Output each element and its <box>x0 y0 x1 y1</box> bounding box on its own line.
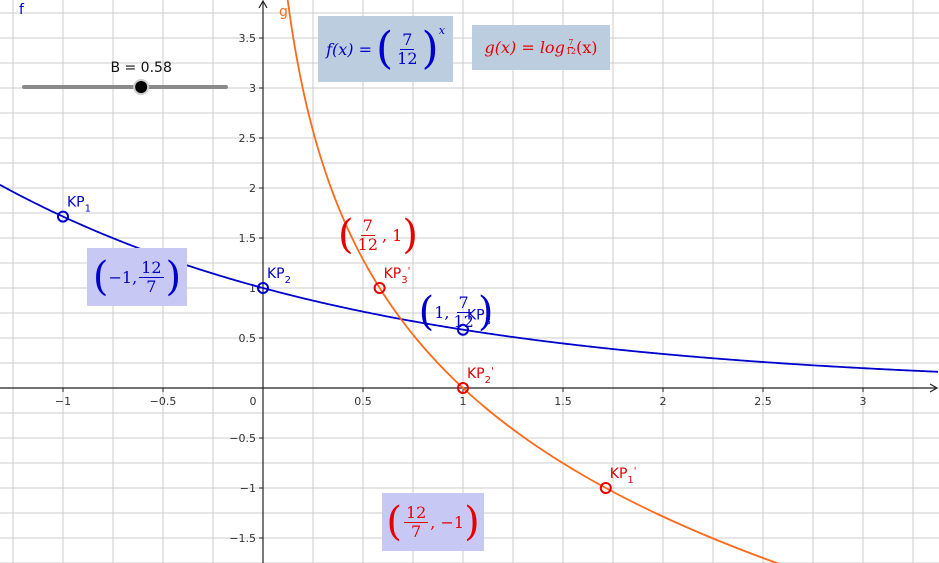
point-kp1-prime[interactable] <box>599 482 612 494</box>
x-tick-label: 2.5 <box>754 395 772 408</box>
formula-f-box: f(x) = ( 7 12 ) x <box>318 16 453 82</box>
point-label: KP3 <box>467 308 491 328</box>
y-tick-label: 3.5 <box>239 32 257 45</box>
formula-g-lhs: g(x) = log <box>484 38 565 57</box>
y-tick-label: 3 <box>249 82 256 95</box>
x-tick-label: 3 <box>860 395 867 408</box>
slider-knob[interactable] <box>135 81 148 93</box>
formula-f-base: 7 12 <box>397 29 418 68</box>
kp3-prime-coordinate-box: ( 7 12 , 1 ) <box>338 212 418 258</box>
y-tick-label: 1 <box>249 282 256 295</box>
curve-g <box>286 0 780 563</box>
curve-g-label: g <box>279 4 288 20</box>
point-label: KP2 <box>267 266 291 286</box>
points[interactable]: KP1 KP2 KP3 KP1' KP2' KP3' <box>57 195 637 494</box>
point-kp1[interactable] <box>57 210 69 223</box>
point-kp3[interactable] <box>457 323 469 336</box>
kp1-prime-coordinate-box: ( 12 7 , −1 ) <box>382 493 484 551</box>
slider-b[interactable]: B = 0.58 <box>22 60 228 95</box>
y-axis-arrow <box>258 0 268 9</box>
curve-f-label: f <box>19 2 25 18</box>
formula-f-lhs: f(x) = <box>326 39 372 59</box>
point-label: KP3' <box>384 266 411 286</box>
kp3-coordinate-box: ( 1, 7 12 ) <box>418 289 494 335</box>
formula-g-base: 7 12 <box>565 38 576 56</box>
y-tick-label: −1 <box>240 482 256 495</box>
x-tick-label: 1.5 <box>554 395 572 408</box>
y-tick-label: 0.5 <box>239 332 257 345</box>
point-label: KP2' <box>467 366 494 386</box>
x-tick-label: 1 <box>460 395 467 408</box>
kp1-coordinate-box: ( −1, 12 7 ) <box>87 248 187 306</box>
x-tick-label: 2 <box>660 395 667 408</box>
point-kp3-prime[interactable] <box>373 282 386 294</box>
y-tick-label: 2 <box>249 182 256 195</box>
x-tick-label: −0.5 <box>150 395 177 408</box>
formula-g-box: g(x) = log 7 12 (x) <box>472 25 610 70</box>
x-tick-label: 0 <box>250 395 257 408</box>
formula-f-exponent: x <box>438 24 445 37</box>
slider-label: B = 0.58 <box>110 60 171 76</box>
y-tick-label: −0.5 <box>229 432 256 445</box>
y-tick-label: −1.5 <box>229 532 256 545</box>
x-tick-label: 0.5 <box>354 395 372 408</box>
point-label: KP1' <box>610 466 637 486</box>
y-tick-label: 1.5 <box>239 232 257 245</box>
x-axis-arrow <box>929 383 939 393</box>
x-tick-label: −1 <box>55 395 71 408</box>
tick-labels: −2.5−2−1.5−1−0.500.511.522.533.544.555.5… <box>55 32 867 545</box>
point-kp2-prime[interactable] <box>457 382 469 394</box>
point-kp2[interactable] <box>257 282 269 294</box>
y-tick-label: 2.5 <box>239 132 257 145</box>
formula-g-arg: (x) <box>576 38 598 57</box>
point-label: KP1 <box>67 195 91 215</box>
